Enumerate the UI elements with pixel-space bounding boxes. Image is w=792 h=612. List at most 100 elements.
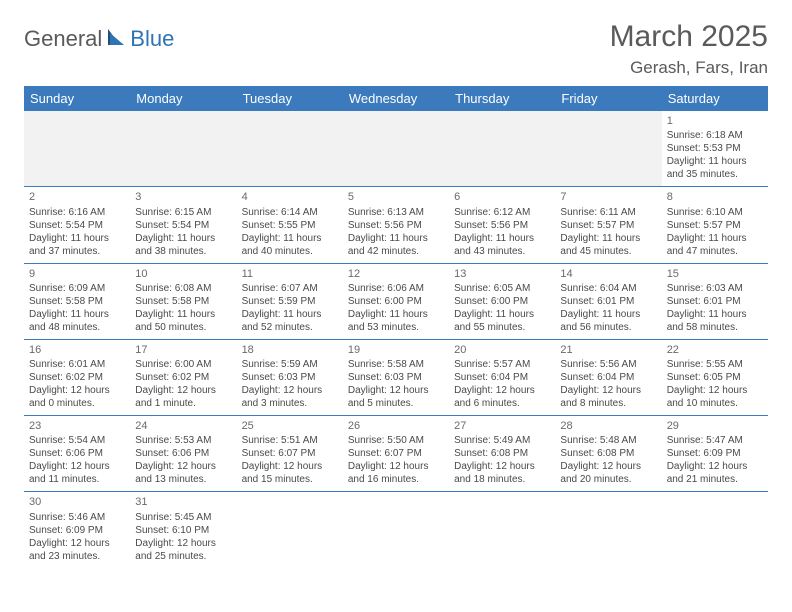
sunset-text: Sunset: 5:56 PM <box>454 219 550 232</box>
daylight-text: Daylight: 12 hours and 23 minutes. <box>29 537 125 563</box>
day-number: 13 <box>454 267 550 281</box>
calendar-day-cell: 28Sunrise: 5:48 AMSunset: 6:08 PMDayligh… <box>555 416 661 492</box>
day-number: 26 <box>348 419 444 433</box>
calendar-day-cell: 7Sunrise: 6:11 AMSunset: 5:57 PMDaylight… <box>555 187 661 263</box>
day-number: 23 <box>29 419 125 433</box>
calendar-day-cell: 4Sunrise: 6:14 AMSunset: 5:55 PMDaylight… <box>237 187 343 263</box>
sunset-text: Sunset: 5:55 PM <box>242 219 338 232</box>
calendar-day-cell <box>130 111 236 187</box>
sunrise-text: Sunrise: 6:05 AM <box>454 282 550 295</box>
calendar-day-cell: 1Sunrise: 6:18 AMSunset: 5:53 PMDaylight… <box>662 111 768 187</box>
sunrise-text: Sunrise: 5:54 AM <box>29 434 125 447</box>
day-number: 27 <box>454 419 550 433</box>
calendar-day-cell: 19Sunrise: 5:58 AMSunset: 6:03 PMDayligh… <box>343 339 449 415</box>
sunset-text: Sunset: 6:01 PM <box>560 295 656 308</box>
sunrise-text: Sunrise: 6:13 AM <box>348 206 444 219</box>
sunrise-text: Sunrise: 5:59 AM <box>242 358 338 371</box>
sunset-text: Sunset: 5:57 PM <box>560 219 656 232</box>
sunset-text: Sunset: 6:06 PM <box>29 447 125 460</box>
daylight-text: Daylight: 12 hours and 11 minutes. <box>29 460 125 486</box>
day-number: 20 <box>454 343 550 357</box>
day-number: 19 <box>348 343 444 357</box>
day-number: 30 <box>29 495 125 509</box>
daylight-text: Daylight: 11 hours and 47 minutes. <box>667 232 763 258</box>
day-number: 4 <box>242 190 338 204</box>
daylight-text: Daylight: 12 hours and 25 minutes. <box>135 537 231 563</box>
daylight-text: Daylight: 12 hours and 20 minutes. <box>560 460 656 486</box>
day-header: Tuesday <box>237 86 343 111</box>
title-block: March 2025 Gerash, Fars, Iran <box>610 20 768 78</box>
day-number: 16 <box>29 343 125 357</box>
calendar-day-cell: 22Sunrise: 5:55 AMSunset: 6:05 PMDayligh… <box>662 339 768 415</box>
calendar-week: 16Sunrise: 6:01 AMSunset: 6:02 PMDayligh… <box>24 339 768 415</box>
sunrise-text: Sunrise: 6:16 AM <box>29 206 125 219</box>
daylight-text: Daylight: 12 hours and 1 minute. <box>135 384 231 410</box>
sunset-text: Sunset: 6:02 PM <box>135 371 231 384</box>
sunset-text: Sunset: 5:54 PM <box>29 219 125 232</box>
day-number: 3 <box>135 190 231 204</box>
daylight-text: Daylight: 12 hours and 15 minutes. <box>242 460 338 486</box>
day-header: Wednesday <box>343 86 449 111</box>
location: Gerash, Fars, Iran <box>610 58 768 78</box>
daylight-text: Daylight: 12 hours and 10 minutes. <box>667 384 763 410</box>
sunrise-text: Sunrise: 6:03 AM <box>667 282 763 295</box>
calendar-day-cell: 5Sunrise: 6:13 AMSunset: 5:56 PMDaylight… <box>343 187 449 263</box>
calendar-day-cell <box>555 111 661 187</box>
sunrise-text: Sunrise: 5:53 AM <box>135 434 231 447</box>
day-number: 28 <box>560 419 656 433</box>
logo-text-general: General <box>24 26 102 52</box>
daylight-text: Daylight: 12 hours and 8 minutes. <box>560 384 656 410</box>
sunrise-text: Sunrise: 6:07 AM <box>242 282 338 295</box>
day-number: 25 <box>242 419 338 433</box>
calendar-day-cell: 21Sunrise: 5:56 AMSunset: 6:04 PMDayligh… <box>555 339 661 415</box>
daylight-text: Daylight: 11 hours and 45 minutes. <box>560 232 656 258</box>
calendar-day-cell <box>343 492 449 568</box>
daylight-text: Daylight: 11 hours and 50 minutes. <box>135 308 231 334</box>
sunrise-text: Sunrise: 5:50 AM <box>348 434 444 447</box>
daylight-text: Daylight: 11 hours and 43 minutes. <box>454 232 550 258</box>
sunset-text: Sunset: 6:04 PM <box>454 371 550 384</box>
sunrise-text: Sunrise: 6:12 AM <box>454 206 550 219</box>
sunrise-text: Sunrise: 5:57 AM <box>454 358 550 371</box>
sunrise-text: Sunrise: 5:56 AM <box>560 358 656 371</box>
calendar-day-cell: 18Sunrise: 5:59 AMSunset: 6:03 PMDayligh… <box>237 339 343 415</box>
calendar-week: 23Sunrise: 5:54 AMSunset: 6:06 PMDayligh… <box>24 416 768 492</box>
daylight-text: Daylight: 12 hours and 3 minutes. <box>242 384 338 410</box>
daylight-text: Daylight: 11 hours and 55 minutes. <box>454 308 550 334</box>
day-number: 22 <box>667 343 763 357</box>
calendar-day-cell: 14Sunrise: 6:04 AMSunset: 6:01 PMDayligh… <box>555 263 661 339</box>
sunrise-text: Sunrise: 6:04 AM <box>560 282 656 295</box>
sunrise-text: Sunrise: 6:15 AM <box>135 206 231 219</box>
sunset-text: Sunset: 6:07 PM <box>348 447 444 460</box>
header: General Blue March 2025 Gerash, Fars, Ir… <box>24 20 768 78</box>
day-header: Saturday <box>662 86 768 111</box>
calendar-day-cell <box>449 492 555 568</box>
sunrise-text: Sunrise: 6:06 AM <box>348 282 444 295</box>
calendar-day-cell <box>237 492 343 568</box>
calendar-day-cell <box>662 492 768 568</box>
sunrise-text: Sunrise: 5:47 AM <box>667 434 763 447</box>
calendar-day-cell: 2Sunrise: 6:16 AMSunset: 5:54 PMDaylight… <box>24 187 130 263</box>
day-number: 29 <box>667 419 763 433</box>
daylight-text: Daylight: 12 hours and 6 minutes. <box>454 384 550 410</box>
sunset-text: Sunset: 6:09 PM <box>667 447 763 460</box>
sunset-text: Sunset: 6:10 PM <box>135 524 231 537</box>
daylight-text: Daylight: 11 hours and 35 minutes. <box>667 155 763 181</box>
sunset-text: Sunset: 6:00 PM <box>348 295 444 308</box>
sunset-text: Sunset: 6:01 PM <box>667 295 763 308</box>
calendar-day-cell: 16Sunrise: 6:01 AMSunset: 6:02 PMDayligh… <box>24 339 130 415</box>
calendar-day-cell: 31Sunrise: 5:45 AMSunset: 6:10 PMDayligh… <box>130 492 236 568</box>
sunrise-text: Sunrise: 6:18 AM <box>667 129 763 142</box>
sunset-text: Sunset: 6:00 PM <box>454 295 550 308</box>
sunrise-text: Sunrise: 6:14 AM <box>242 206 338 219</box>
daylight-text: Daylight: 12 hours and 5 minutes. <box>348 384 444 410</box>
day-number: 15 <box>667 267 763 281</box>
day-number: 2 <box>29 190 125 204</box>
calendar-day-cell: 20Sunrise: 5:57 AMSunset: 6:04 PMDayligh… <box>449 339 555 415</box>
calendar-week: 2 Sunrise: 6:16 AMSunset: 5:54 PM Daylight… <box>24 187 768 263</box>
day-number: 6 <box>454 190 550 204</box>
day-number: 10 <box>135 267 231 281</box>
sunset-text: Sunset: 6:07 PM <box>242 447 338 460</box>
calendar-day-cell <box>343 111 449 187</box>
calendar-table: Sunday Monday Tuesday Wednesday Thursday… <box>24 86 768 568</box>
